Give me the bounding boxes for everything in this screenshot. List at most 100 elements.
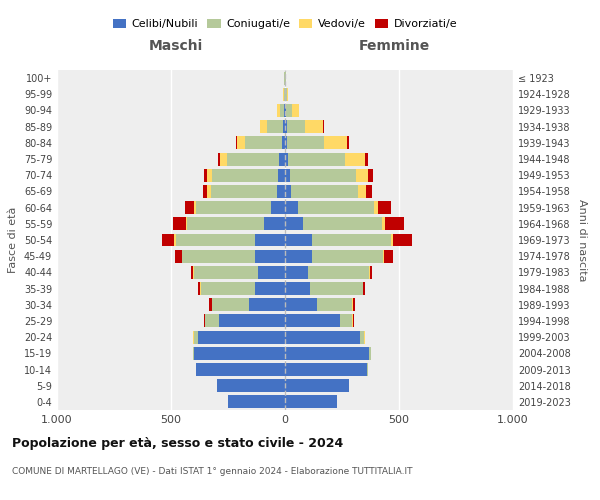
Bar: [356, 169, 368, 181]
Bar: [283, 120, 285, 133]
Bar: [220, 152, 227, 166]
Bar: [287, 120, 305, 133]
Bar: [374, 201, 379, 214]
Bar: [194, 201, 196, 214]
Bar: [196, 201, 271, 214]
Bar: [394, 234, 412, 246]
Bar: [391, 234, 394, 246]
Bar: [256, 250, 285, 262]
Bar: [382, 218, 385, 230]
Bar: [285, 266, 308, 279]
Bar: [287, 88, 288, 101]
Bar: [267, 120, 283, 133]
Bar: [313, 250, 383, 262]
Bar: [285, 104, 286, 117]
Bar: [358, 185, 366, 198]
Bar: [281, 136, 285, 149]
Bar: [285, 152, 289, 166]
Bar: [285, 347, 370, 360]
Bar: [365, 152, 368, 166]
Bar: [285, 298, 317, 311]
Bar: [280, 152, 285, 166]
Bar: [175, 234, 176, 246]
Bar: [236, 136, 237, 149]
Bar: [199, 330, 285, 344]
Bar: [212, 169, 278, 181]
Bar: [292, 104, 299, 117]
Bar: [204, 169, 208, 181]
Bar: [196, 363, 285, 376]
Bar: [217, 379, 285, 392]
Bar: [285, 136, 287, 149]
Bar: [353, 298, 355, 311]
Bar: [385, 218, 404, 230]
Bar: [237, 136, 245, 149]
Bar: [285, 169, 290, 181]
Bar: [227, 152, 280, 166]
Bar: [368, 169, 373, 181]
Bar: [285, 201, 298, 214]
Bar: [340, 314, 352, 328]
Bar: [187, 218, 265, 230]
Bar: [265, 218, 285, 230]
Bar: [256, 234, 285, 246]
Bar: [285, 250, 313, 262]
Y-axis label: Fasce di età: Fasce di età: [8, 207, 18, 273]
Bar: [285, 185, 290, 198]
Bar: [289, 152, 346, 166]
Bar: [317, 298, 352, 311]
Bar: [285, 282, 310, 295]
Bar: [285, 314, 340, 328]
Bar: [194, 347, 285, 360]
Bar: [248, 298, 285, 311]
Bar: [347, 136, 349, 149]
Bar: [285, 363, 367, 376]
Bar: [256, 282, 285, 295]
Bar: [363, 282, 365, 295]
Bar: [194, 330, 199, 344]
Bar: [245, 136, 281, 149]
Legend: Celibi/Nubili, Coniugati/e, Vedovi/e, Divorziati/e: Celibi/Nubili, Coniugati/e, Vedovi/e, Di…: [109, 14, 461, 34]
Bar: [379, 201, 391, 214]
Bar: [162, 234, 175, 246]
Text: Femmine: Femmine: [359, 39, 430, 53]
Bar: [290, 169, 356, 181]
Bar: [287, 136, 324, 149]
Bar: [257, 266, 285, 279]
Bar: [303, 218, 382, 230]
Bar: [308, 266, 370, 279]
Bar: [290, 185, 358, 198]
Bar: [198, 282, 200, 295]
Bar: [370, 266, 372, 279]
Bar: [218, 152, 220, 166]
Bar: [260, 120, 267, 133]
Bar: [193, 347, 194, 360]
Bar: [286, 104, 292, 117]
Bar: [384, 250, 394, 262]
Bar: [313, 234, 391, 246]
Bar: [285, 379, 349, 392]
Bar: [285, 234, 313, 246]
Bar: [305, 120, 323, 133]
Bar: [284, 104, 285, 117]
Bar: [324, 136, 347, 149]
Bar: [209, 298, 212, 311]
Bar: [323, 120, 325, 133]
Bar: [175, 250, 182, 262]
Bar: [285, 396, 337, 408]
Bar: [200, 282, 256, 295]
Bar: [278, 169, 285, 181]
Bar: [280, 104, 284, 117]
Bar: [191, 266, 193, 279]
Text: Maschi: Maschi: [148, 39, 203, 53]
Bar: [277, 185, 285, 198]
Bar: [277, 104, 280, 117]
Bar: [182, 250, 256, 262]
Bar: [298, 201, 374, 214]
Text: COMUNE DI MARTELLAGO (VE) - Dati ISTAT 1° gennaio 2024 - Elaborazione TUTTITALIA: COMUNE DI MARTELLAGO (VE) - Dati ISTAT 1…: [12, 468, 413, 476]
Bar: [203, 185, 208, 198]
Bar: [310, 282, 362, 295]
Bar: [286, 88, 287, 101]
Bar: [176, 234, 256, 246]
Bar: [211, 185, 277, 198]
